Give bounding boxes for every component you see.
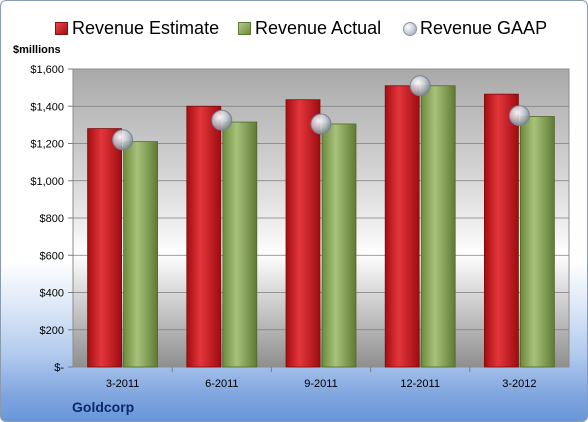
marker-revenue-gaap xyxy=(211,109,233,131)
marker-revenue-gaap xyxy=(409,75,431,97)
y-tick-label: $- xyxy=(54,362,64,374)
x-tick-label: 9-2011 xyxy=(304,378,337,390)
bar-revenue-actual xyxy=(222,121,258,368)
bar-revenue-actual xyxy=(123,141,158,368)
x-tick-label: 3-2012 xyxy=(502,378,536,390)
y-tick-label: $800 xyxy=(40,213,64,225)
bar-revenue-actual xyxy=(420,85,456,368)
marker-revenue-gaap xyxy=(112,129,134,151)
x-tick-label: 6-2011 xyxy=(205,378,238,390)
bar-revenue-actual xyxy=(520,116,555,368)
y-tick-label: $1,000 xyxy=(30,176,64,188)
legend: Revenue Estimate Revenue Actual Revenue … xyxy=(1,18,587,42)
bar-revenue-estimate xyxy=(483,93,519,368)
x-tick-label: 12-2011 xyxy=(400,378,440,390)
y-axis-unit-label: $millions xyxy=(13,44,61,56)
bar-revenue-estimate xyxy=(186,105,222,368)
bar-revenue-actual xyxy=(321,123,357,368)
y-tick-label: $1,400 xyxy=(30,101,64,113)
bar-revenue-estimate xyxy=(285,99,321,368)
bar-revenue-estimate xyxy=(87,128,122,368)
legend-swatch-estimate xyxy=(55,22,68,35)
legend-swatch-gaap xyxy=(403,22,417,36)
company-name: Goldcorp xyxy=(72,399,135,415)
y-tick-label: $1,600 xyxy=(30,64,64,76)
y-tick-label: $400 xyxy=(40,288,64,300)
marker-revenue-gaap xyxy=(310,113,332,135)
legend-swatch-actual xyxy=(238,22,251,35)
y-tick-label: $200 xyxy=(40,325,64,337)
legend-label-gaap: Revenue GAAP xyxy=(420,18,548,38)
y-tick-label: $600 xyxy=(40,250,64,262)
marker-revenue-gaap xyxy=(508,105,530,127)
x-tick-label: 3-2011 xyxy=(106,378,139,390)
bar-revenue-estimate xyxy=(384,85,420,368)
legend-label-actual: Revenue Actual xyxy=(255,18,382,38)
legend-label-estimate: Revenue Estimate xyxy=(72,18,220,38)
y-tick-label: $1,200 xyxy=(30,139,64,151)
